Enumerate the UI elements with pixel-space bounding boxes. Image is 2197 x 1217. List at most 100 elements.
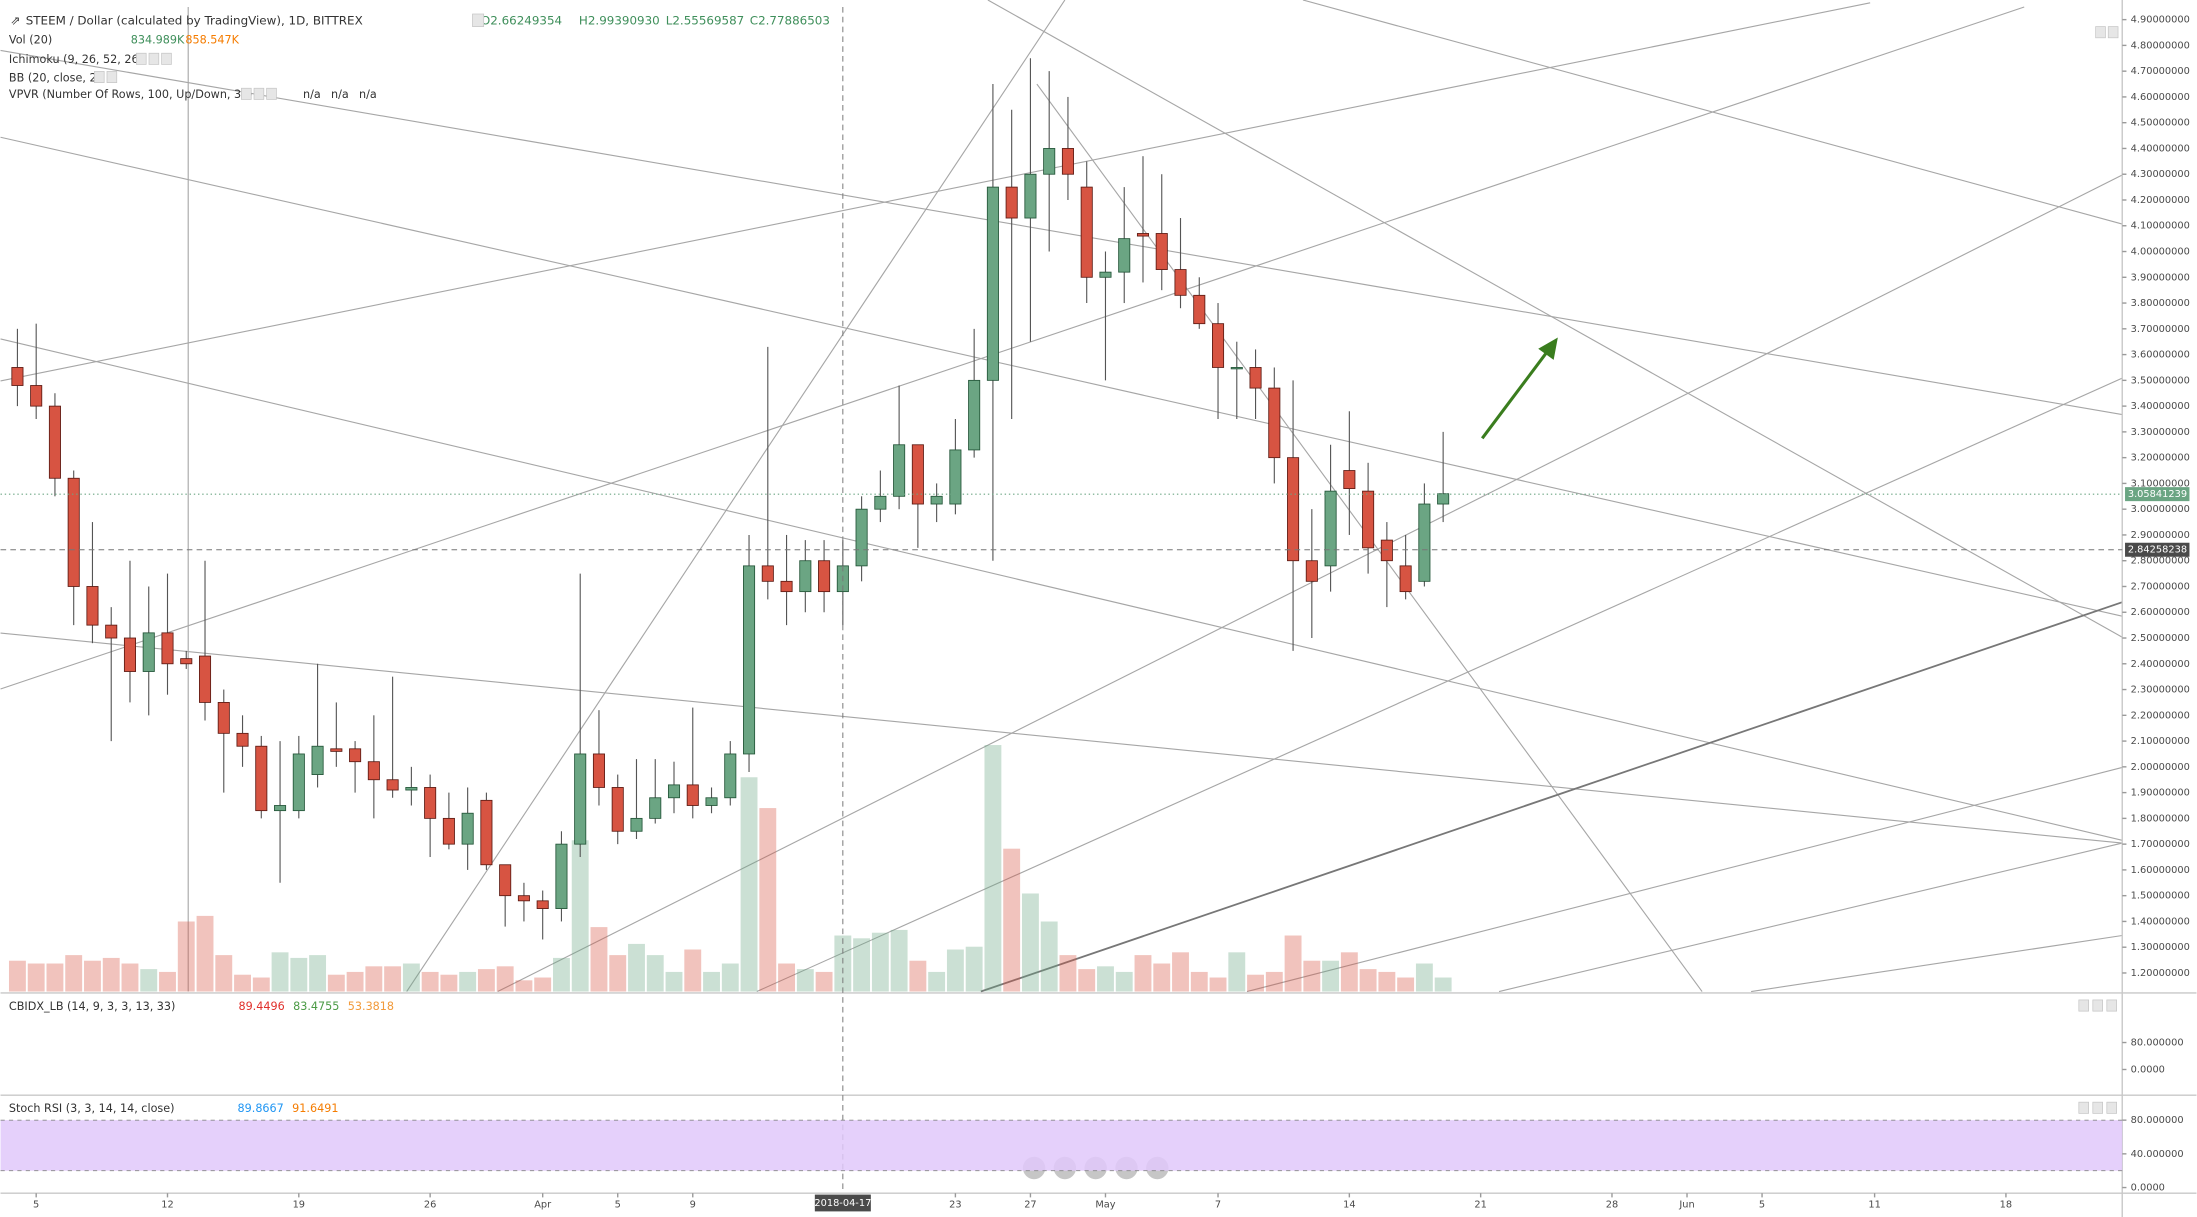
candle-body <box>217 702 230 734</box>
y-tick-label: 3.50000000 <box>2131 375 2190 386</box>
y-tick-label: 2.00000000 <box>2131 762 2190 773</box>
trend-arrowhead <box>1538 337 1558 360</box>
candle-body <box>67 477 80 587</box>
x-tick-label: Jun <box>1678 1199 1694 1210</box>
legend-button[interactable] <box>253 87 265 100</box>
legend-button[interactable] <box>161 52 172 65</box>
volume-bar <box>628 943 645 992</box>
gann-line <box>756 377 2123 993</box>
y-tick-label: 2.60000000 <box>2131 607 2190 618</box>
candle-body <box>198 655 212 703</box>
volume-bar <box>496 966 514 992</box>
volume-bar <box>346 971 364 992</box>
candle-body <box>1287 457 1300 562</box>
pane-button[interactable] <box>2107 26 2119 39</box>
candle-body <box>1268 387 1281 459</box>
volume-bar <box>1340 952 1358 992</box>
candle-body <box>949 449 962 505</box>
indicator-value: 834.989K <box>131 34 185 47</box>
candle-body <box>30 385 43 407</box>
y-tick-label: 4.50000000 <box>2131 118 2190 129</box>
volume-bar <box>1247 974 1264 992</box>
volume-bar <box>646 955 664 992</box>
volume-bar <box>965 946 983 992</box>
legend-button[interactable] <box>148 52 160 65</box>
pane-button[interactable] <box>2078 1101 2089 1114</box>
gann-line <box>497 174 2123 993</box>
pane-button[interactable] <box>2106 1101 2117 1114</box>
volume-bar <box>1359 969 1377 992</box>
candle-body <box>349 748 362 763</box>
legend-button[interactable] <box>136 52 147 65</box>
y-tick-label: 3.80000000 <box>2131 298 2190 309</box>
volume-bar <box>159 971 176 992</box>
volume-bar <box>1415 963 1433 992</box>
gann-line <box>980 601 2123 993</box>
crosshair-y-box <box>2125 542 2190 557</box>
symbol-icon[interactable]: ⇗ <box>10 14 20 28</box>
pane-button[interactable] <box>2106 999 2117 1012</box>
band <box>0 1120 2123 1171</box>
candle-body <box>724 753 737 799</box>
indicator-value: n/a <box>303 88 321 101</box>
ohlc-close: C2.77886503 <box>750 14 830 28</box>
candle-body <box>517 895 530 902</box>
gann-line <box>1498 842 2123 993</box>
candle-body <box>536 900 549 909</box>
legend-button[interactable] <box>106 71 118 83</box>
pane-value: 83.4755 <box>293 1000 339 1013</box>
volume-bar <box>609 955 627 992</box>
volume-bar <box>534 977 552 992</box>
candle-body <box>1193 294 1206 325</box>
candle-body <box>649 797 662 819</box>
volume-bar <box>102 957 120 992</box>
x-tick-label: 18 <box>2000 1199 2012 1210</box>
y-tick-label: 4.30000000 <box>2131 169 2190 180</box>
x-tick-label: 5 <box>615 1199 621 1210</box>
x-tick-label: 14 <box>1343 1199 1355 1210</box>
candle-body <box>1043 148 1056 175</box>
y-tick-label: 3.10000000 <box>2131 478 2190 489</box>
candle-body <box>799 560 812 593</box>
candle-body <box>855 508 868 567</box>
y-tick-label: 80.000000 <box>2131 1115 2184 1126</box>
volume-bar <box>909 960 927 992</box>
volume-bar <box>327 974 345 992</box>
volume-bar <box>46 963 64 992</box>
volume-bar <box>365 966 383 992</box>
y-tick-label: 4.90000000 <box>2131 15 2190 26</box>
pane-button[interactable] <box>2078 999 2089 1012</box>
volume-bar <box>1322 960 1340 992</box>
gann-line <box>1751 934 2123 993</box>
volume-bar <box>177 921 195 992</box>
candle-body <box>292 753 305 812</box>
candle-body <box>1399 565 1412 593</box>
pane-button[interactable] <box>2092 999 2103 1012</box>
indicator-name: VPVR (Number Of Rows, 100, Up/Down, 35) <box>9 88 253 101</box>
pane-button[interactable] <box>2095 26 2106 39</box>
legend-button[interactable] <box>241 87 252 100</box>
candle-body <box>818 560 831 593</box>
x-tick-label: 7 <box>1215 1199 1221 1210</box>
x-tick-label: May <box>1095 1199 1115 1210</box>
x-tick-label: 27 <box>1024 1199 1036 1210</box>
y-tick-label: 3.20000000 <box>2131 453 2190 464</box>
candle-body <box>1343 470 1356 489</box>
candle-body <box>1061 148 1074 175</box>
candle-body <box>274 805 287 812</box>
pane-value: 53.3818 <box>348 1000 394 1013</box>
gann-line <box>0 632 2123 844</box>
legend-button[interactable] <box>94 71 105 83</box>
volume-bar <box>140 969 158 992</box>
legend-button[interactable] <box>472 13 485 27</box>
volume-bar <box>1040 921 1058 992</box>
y-tick-label: 2.20000000 <box>2131 710 2190 721</box>
legend-button[interactable] <box>266 87 277 100</box>
volume-bar <box>1397 977 1415 992</box>
y-tick-label: 3.60000000 <box>2131 350 2190 361</box>
pane-button[interactable] <box>2092 1101 2103 1114</box>
indicator-value: n/a <box>359 88 377 101</box>
volume-bar <box>1209 977 1227 992</box>
ohlc-open: O2.66249354 <box>481 14 562 28</box>
